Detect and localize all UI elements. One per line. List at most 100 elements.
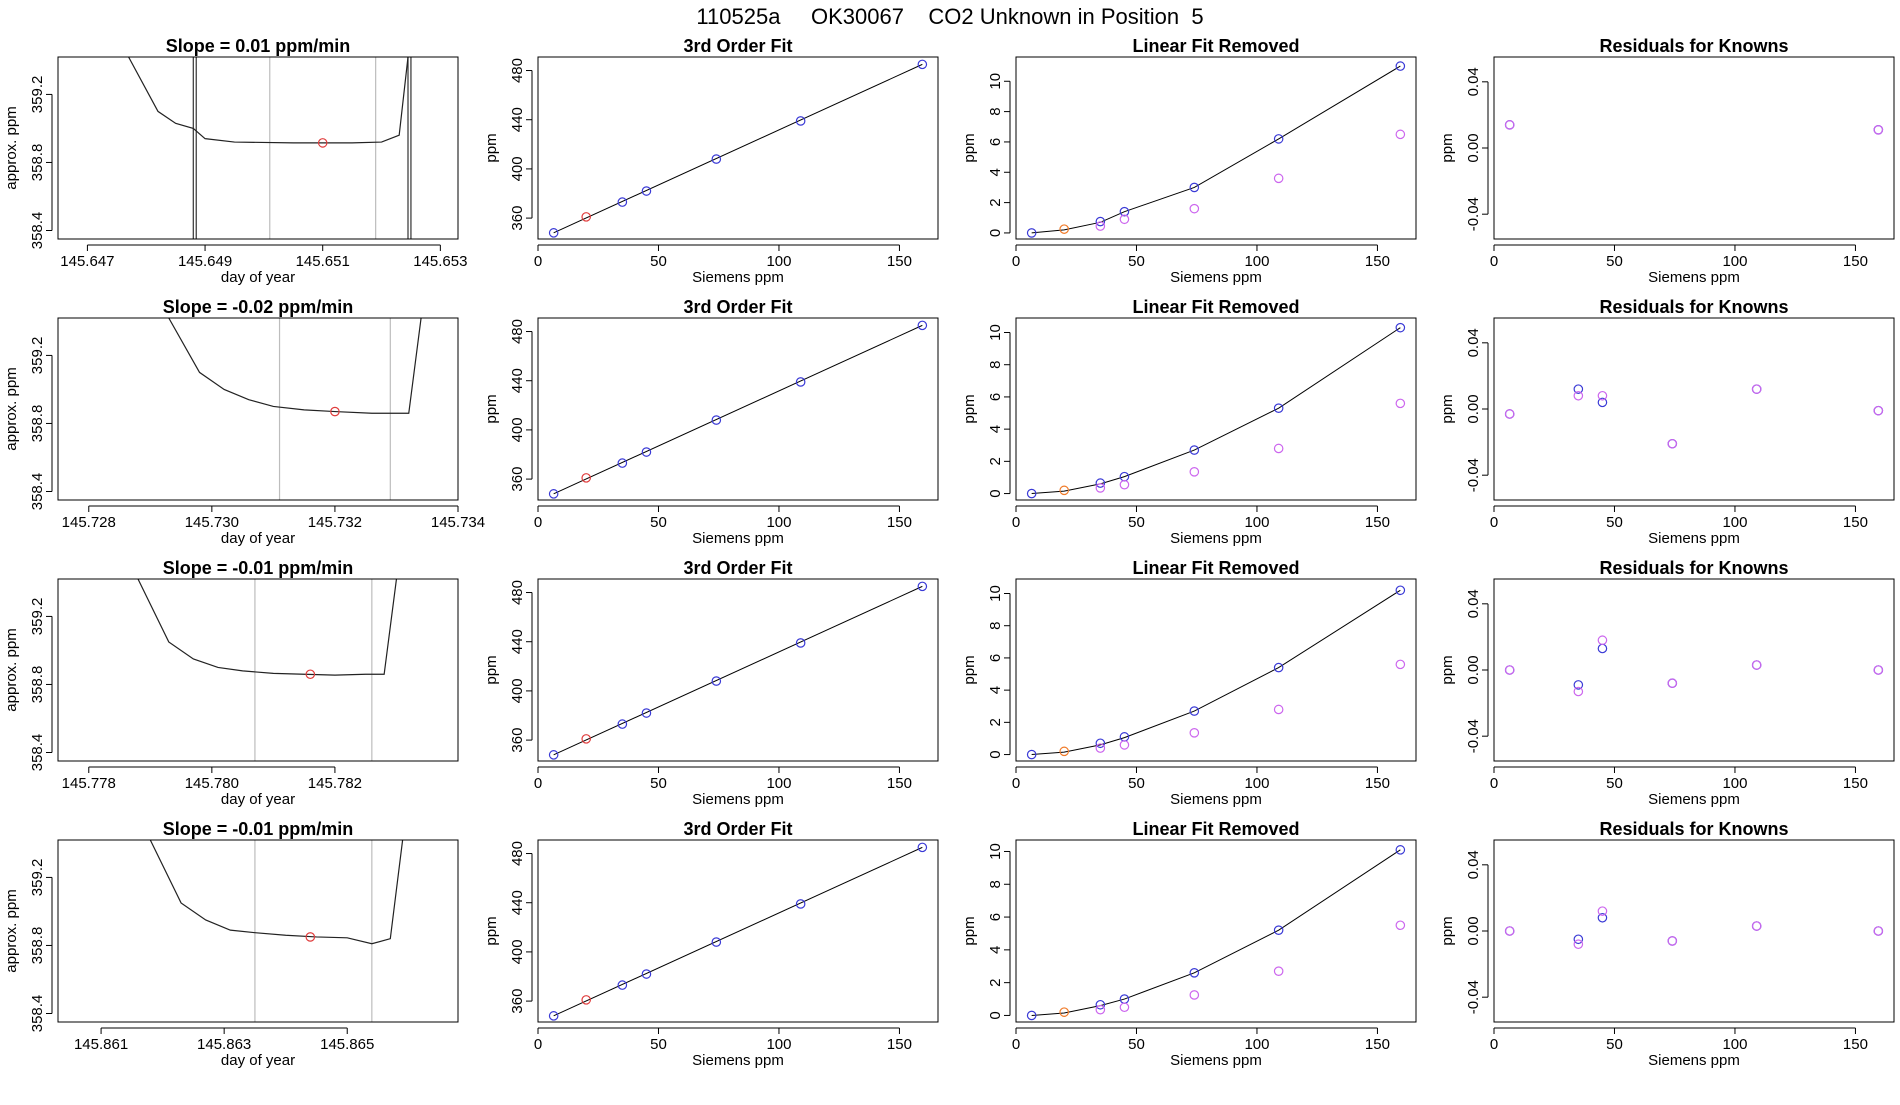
average-marker [305, 932, 316, 942]
data-point-violet [1667, 678, 1678, 689]
x-tick-label: 145.780 [185, 775, 239, 792]
y-tick-label: 358.8 [29, 927, 46, 965]
y-tick-label: 0.00 [1465, 916, 1482, 945]
data-point-violet [1119, 479, 1130, 490]
data-point-violet [1189, 203, 1200, 214]
y-axis-label: ppm [961, 916, 978, 945]
data-point-violet [1597, 390, 1608, 401]
x-tick-label: 100 [766, 253, 791, 270]
x-tick-label: 0 [1012, 253, 1020, 270]
y-tick-label: 400 [509, 678, 526, 703]
data-point-blue [641, 969, 652, 979]
x-axis-label: day of year [221, 1052, 295, 1069]
y-tick-label: 10 [987, 585, 1004, 602]
y-tick-label: 360 [509, 467, 526, 492]
data-point-blue [795, 638, 806, 648]
plot-frame [1015, 56, 1417, 240]
y-tick-label: 8 [987, 361, 1004, 369]
x-axis-label: Siemens ppm [692, 269, 784, 286]
y-tick-label: 0.04 [1465, 589, 1482, 618]
panel-title: Residuals for Knowns [1599, 819, 1788, 839]
data-point-blue [1573, 934, 1584, 945]
data-point-violet [1395, 920, 1406, 931]
trace-line [168, 318, 422, 414]
fit-curve [1031, 65, 1401, 234]
y-axis-label: ppm [961, 655, 978, 684]
x-axis-label: Siemens ppm [1170, 791, 1262, 808]
y-tick-label: 8 [987, 107, 1004, 115]
data-point-violet [1873, 125, 1884, 135]
y-tick-label: 359.2 [29, 337, 46, 375]
y-tick-label: 8 [987, 880, 1004, 888]
panel-title: Linear Fit Removed [1132, 297, 1299, 317]
data-point-blue [641, 447, 652, 457]
data-point-violet [1667, 438, 1678, 449]
data-point-violet [1273, 443, 1284, 454]
y-tick-label: 4 [987, 946, 1004, 954]
y-tick-label: 480 [509, 841, 526, 866]
y-axis-label: ppm [483, 916, 500, 945]
data-point-blue [1395, 61, 1406, 71]
y-tick-label: 400 [509, 417, 526, 442]
x-tick-label: 50 [1128, 253, 1145, 270]
data-point-violet [1395, 659, 1406, 670]
data-point-blue [711, 676, 722, 686]
x-tick-label: 100 [1244, 775, 1269, 792]
plot-frame [1015, 839, 1417, 1023]
x-axis-label: Siemens ppm [1170, 530, 1262, 547]
x-tick-label: 100 [1722, 1036, 1747, 1053]
x-tick-label: 0 [1012, 514, 1020, 531]
data-point-violet [1667, 936, 1678, 946]
y-axis-label: approx. ppm [3, 106, 20, 189]
plot-frame [537, 317, 939, 501]
y-tick-label: 480 [509, 319, 526, 344]
y-tick-label: -0.04 [1465, 719, 1482, 753]
x-tick-label: 150 [1365, 514, 1390, 531]
x-axis-label: Siemens ppm [692, 791, 784, 808]
data-point-blue [1273, 403, 1284, 413]
x-tick-label: 100 [766, 514, 791, 531]
y-tick-label: 4 [987, 425, 1004, 433]
data-point-blue [1095, 999, 1106, 1010]
y-tick-label: 2 [987, 978, 1004, 986]
x-tick-label: 50 [650, 775, 667, 792]
y-axis-label: approx. ppm [3, 889, 20, 972]
data-point-blue [917, 842, 928, 853]
data-point-blue [1095, 478, 1106, 488]
y-tick-label: 360 [509, 206, 526, 231]
x-axis-label: day of year [221, 269, 295, 286]
data-point-violet [1273, 173, 1284, 184]
x-tick-label: 145.651 [296, 253, 350, 270]
data-point-blue [548, 489, 559, 499]
y-tick-label: 358.4 [29, 212, 46, 250]
x-tick-label: 50 [650, 514, 667, 531]
data-point-violet [1573, 390, 1584, 401]
data-point-violet [1395, 398, 1406, 409]
panel-title: 3rd Order Fit [683, 558, 792, 578]
y-tick-label: 4 [987, 686, 1004, 694]
y-tick-label: 440 [509, 629, 526, 654]
data-point-violet [1597, 906, 1608, 916]
y-tick-label: 2 [987, 457, 1004, 465]
panel-title: 3rd Order Fit [683, 36, 792, 56]
data-point-blue [617, 458, 628, 468]
x-tick-label: 145.865 [320, 1036, 374, 1053]
y-axis-label: ppm [1439, 133, 1456, 162]
x-tick-label: 100 [1244, 514, 1269, 531]
panel-title: 3rd Order Fit [683, 297, 792, 317]
y-tick-label: 2 [987, 718, 1004, 726]
x-tick-label: 100 [1722, 514, 1747, 531]
y-tick-label: 480 [509, 58, 526, 83]
x-tick-label: 0 [534, 514, 542, 531]
data-point-blue [641, 186, 652, 196]
plot-frame [537, 578, 939, 762]
x-tick-label: 145.647 [60, 253, 114, 270]
data-point-blue [711, 154, 722, 164]
data-point-blue [548, 750, 559, 760]
y-tick-label: 10 [987, 73, 1004, 90]
x-tick-label: 0 [1490, 253, 1498, 270]
y-tick-label: 0.00 [1465, 133, 1482, 162]
y-axis-label: ppm [483, 133, 500, 162]
y-tick-label: 10 [987, 324, 1004, 341]
y-tick-label: 0 [987, 229, 1004, 237]
